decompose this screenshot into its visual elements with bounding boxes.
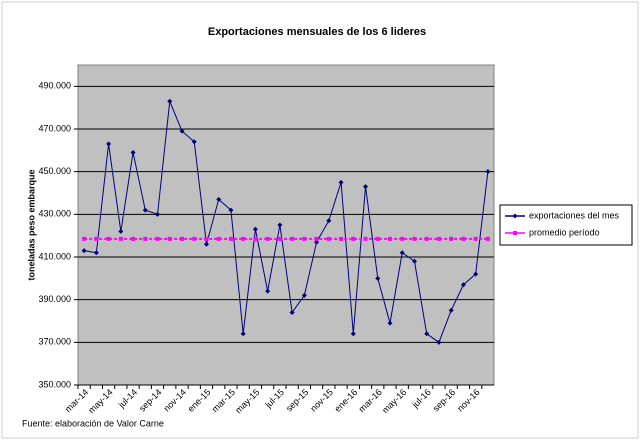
- data-point: [388, 236, 392, 241]
- data-point: [93, 250, 99, 256]
- data-point: [363, 236, 368, 241]
- data-point: [265, 236, 270, 241]
- data-point: [424, 236, 429, 241]
- chart-title: Exportaciones mensuales de los 6 lideres: [208, 26, 426, 38]
- data-point: [412, 236, 417, 241]
- data-point: [485, 236, 490, 241]
- data-point: [81, 248, 87, 254]
- data-point: [265, 288, 271, 294]
- data-point: [130, 149, 136, 155]
- legend-marker: [513, 231, 517, 235]
- data-point: [94, 236, 99, 241]
- source: Fuente: elaboración de Valor Carne: [22, 418, 164, 428]
- data-point: [411, 258, 417, 264]
- data-point: [400, 236, 405, 241]
- data-point: [473, 271, 479, 277]
- data-point: [436, 339, 442, 345]
- data-point: [180, 236, 184, 241]
- data-point: [228, 236, 233, 241]
- data-point: [314, 236, 319, 241]
- legend-label: exportaciones del mes: [529, 210, 620, 220]
- y-tick-label: 450.000: [38, 166, 71, 176]
- data-point: [448, 307, 454, 313]
- data-point: [290, 236, 295, 241]
- data-point: [277, 222, 283, 228]
- legend-marker: [512, 213, 518, 219]
- data-point: [241, 236, 246, 241]
- data-point: [228, 207, 234, 213]
- data-point: [82, 236, 87, 241]
- data-point: [204, 236, 209, 241]
- y-tick-label: 370.000: [38, 337, 71, 347]
- data-point: [351, 236, 356, 241]
- data-point: [375, 236, 380, 241]
- data-point: [363, 184, 369, 190]
- data-point: [192, 236, 197, 241]
- data-point: [399, 250, 405, 256]
- data-point: [436, 236, 441, 241]
- data-point: [179, 128, 185, 134]
- data-point: [301, 292, 307, 298]
- data-point: [167, 236, 172, 241]
- data-point: [326, 236, 331, 241]
- data-point: [131, 236, 136, 241]
- data-point: [155, 211, 161, 217]
- data-point: [485, 169, 491, 175]
- data-point: [142, 207, 148, 213]
- data-point: [350, 331, 356, 337]
- series-line: [84, 101, 489, 344]
- y-tick-label: 390.000: [38, 294, 71, 304]
- data-point: [375, 275, 381, 281]
- data-point: [461, 236, 466, 241]
- data-point: [155, 236, 160, 241]
- y-tick-label: 470.000: [38, 123, 71, 133]
- y-tick-label: 490.000: [38, 81, 71, 91]
- y-tick-label: 430.000: [38, 209, 71, 219]
- y-tick-label: 410.000: [38, 251, 71, 261]
- data-point: [387, 320, 393, 326]
- data-point: [191, 139, 197, 145]
- data-point: [240, 331, 246, 337]
- data-point: [277, 236, 282, 241]
- data-point: [106, 141, 112, 147]
- data-point: [424, 331, 430, 337]
- y-tick-label: 350.000: [38, 379, 71, 389]
- data-point: [473, 236, 478, 241]
- data-point: [326, 218, 332, 224]
- data-point: [167, 98, 173, 104]
- data-point: [460, 282, 466, 288]
- y-axis-label: toneladas peso embarque: [26, 169, 36, 280]
- data-point: [216, 196, 222, 202]
- data-point: [118, 236, 123, 241]
- legend-label: promedio período: [529, 227, 600, 237]
- data-point: [339, 236, 344, 241]
- data-point: [253, 236, 258, 241]
- data-point: [118, 228, 124, 234]
- data-point: [203, 241, 209, 247]
- data-point: [289, 309, 295, 315]
- data-point: [106, 236, 111, 241]
- data-point: [216, 236, 221, 241]
- plot-area: [77, 64, 495, 386]
- legend: [499, 204, 633, 246]
- data-point: [252, 226, 258, 232]
- data-point: [302, 236, 307, 241]
- data-point: [449, 236, 454, 241]
- data-point: [338, 179, 344, 185]
- data-point: [143, 236, 148, 241]
